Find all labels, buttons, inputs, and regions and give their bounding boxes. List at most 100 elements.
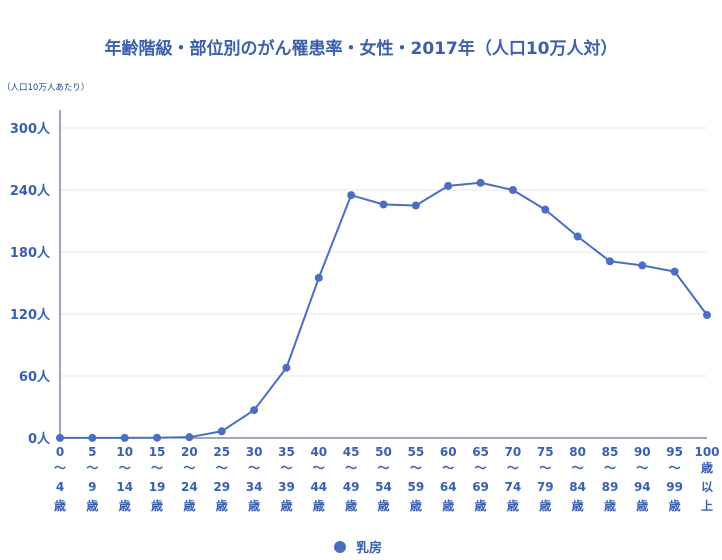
x-tick-label-line: 49 <box>343 480 360 494</box>
x-tick-label-line: 10 <box>116 445 133 459</box>
x-tick-label-line: 歳 <box>216 498 228 513</box>
x-tick-label-line: 歳 <box>151 498 163 513</box>
x-tick-label-line: 歳 <box>248 498 260 513</box>
data-point[interactable] <box>703 311 711 320</box>
x-tick-label-line: 以 <box>701 480 713 494</box>
x-tick-label-line: 50 <box>375 445 392 459</box>
x-tick-label-line: 54 <box>375 480 392 494</box>
x-tick-label-line: 〜 <box>604 461 616 475</box>
x-tick-label-line: 89 <box>602 480 619 494</box>
x-tick-label-line: 〜 <box>410 461 422 475</box>
data-point[interactable] <box>444 181 453 190</box>
data-point[interactable] <box>153 433 162 442</box>
x-tick-label-line: 歳 <box>539 498 551 513</box>
x-tick-label-line: 64 <box>440 480 457 494</box>
x-tick-label-line: 〜 <box>539 461 551 475</box>
x-tick-label-line: 〜 <box>183 461 195 475</box>
x-tick-label-line: 5 <box>88 445 96 459</box>
x-tick-label: 65 〜 69 歳 <box>472 445 489 513</box>
x-tick-label: 40 〜 44 歳 <box>310 445 327 513</box>
x-tick-label-line: 歳 <box>313 498 325 513</box>
x-tick-label-line: 30 <box>246 445 263 459</box>
x-tick-label-line: 〜 <box>507 461 519 475</box>
data-point[interactable] <box>282 363 291 372</box>
x-tick-label-line: 29 <box>213 480 230 494</box>
data-point[interactable] <box>605 257 614 266</box>
x-tick-label-line: 39 <box>278 480 295 494</box>
legend-marker <box>334 541 346 553</box>
x-tick-label-line: 歳 <box>507 498 519 513</box>
data-point[interactable] <box>88 433 97 442</box>
x-tick-label-line: 4 <box>56 480 64 494</box>
x-tick-label: 55 〜 59 歳 <box>407 445 424 513</box>
x-tick-label-line: 60 <box>440 445 457 459</box>
x-tick-label: 90 〜 94 歳 <box>634 445 651 513</box>
data-point[interactable] <box>250 406 259 415</box>
x-tick-label-line: 歳 <box>701 460 713 475</box>
x-tick-label-line: 40 <box>310 445 327 459</box>
x-tick-label-line: 80 <box>569 445 586 459</box>
x-tick-label-line: 24 <box>181 480 198 494</box>
x-tick-label-line: 25 <box>213 445 230 459</box>
chart-title: 年齢階級・部位別のがん罹患率・女性・2017年（人口10万人対） <box>105 38 618 59</box>
x-tick-label: 10 〜 14 歳 <box>116 445 133 513</box>
x-tick-label-line: 歳 <box>669 498 681 513</box>
data-point[interactable] <box>541 205 550 214</box>
x-tick-label-line: 45 <box>343 445 360 459</box>
x-tick-label: 35 〜 39 歳 <box>278 445 295 513</box>
data-point[interactable] <box>120 433 129 442</box>
x-tick-label-line: 〜 <box>572 461 584 475</box>
data-point[interactable] <box>573 232 582 241</box>
x-tick-label-line: 〜 <box>475 461 487 475</box>
data-point[interactable] <box>56 433 64 442</box>
y-tick-label: 60人 <box>19 369 51 385</box>
x-tick-label-line: 〜 <box>119 461 131 475</box>
axes <box>59 110 707 439</box>
x-tick-label-line: 85 <box>602 445 619 459</box>
x-tick-label-line: 59 <box>407 480 424 494</box>
x-tick-label: 45 〜 49 歳 <box>343 445 360 513</box>
x-tick-label-line: 19 <box>149 480 166 494</box>
x-tick-label: 15 〜 19 歳 <box>149 445 166 513</box>
x-tick-label-line: 〜 <box>248 461 260 475</box>
data-point[interactable] <box>638 261 647 270</box>
x-tick-label-line: 〜 <box>280 461 292 475</box>
legend[interactable]: 乳房 <box>334 540 382 556</box>
x-tick-label-line: 歳 <box>377 498 389 513</box>
series-line <box>60 181 708 439</box>
y-tick-label: 0人 <box>28 431 51 447</box>
x-tick-label-line: 9 <box>88 480 96 494</box>
x-tick-label-line: 70 <box>505 445 522 459</box>
data-point[interactable] <box>476 178 485 187</box>
data-point[interactable] <box>508 186 517 194</box>
x-tick-label-line: 90 <box>634 445 651 459</box>
data-point[interactable] <box>379 200 388 209</box>
data-point[interactable] <box>314 273 323 282</box>
x-tick-label-line: 〜 <box>636 461 648 475</box>
x-tick-label: 50 〜 54 歳 <box>375 445 392 513</box>
data-point[interactable] <box>670 267 679 276</box>
x-tick-label-line: 20 <box>181 445 198 459</box>
x-tick-label: 85 〜 89 歳 <box>602 445 619 513</box>
x-tick-label: 95 〜 99 歳 <box>666 445 683 513</box>
x-tick-label-line: 14 <box>116 480 133 494</box>
x-tick-label-line: 〜 <box>313 461 325 475</box>
data-point[interactable] <box>347 191 356 200</box>
legend-label: 乳房 <box>356 540 382 556</box>
x-tick-label-line: 69 <box>472 480 489 494</box>
x-tick-label: 25 〜 29 歳 <box>213 445 230 513</box>
x-tick-label-line: 〜 <box>54 461 66 475</box>
data-point[interactable] <box>185 433 194 442</box>
x-tick-label: 5 〜 9 歳 <box>86 445 98 513</box>
data-point[interactable] <box>411 201 420 210</box>
x-tick-label-line: 〜 <box>345 461 357 475</box>
x-tick-label-line: 〜 <box>669 461 681 475</box>
data-point[interactable] <box>217 427 226 436</box>
x-tick-label-line: 歳 <box>54 498 66 513</box>
x-tick-label-line: 44 <box>310 480 327 494</box>
x-tick-label-line: 75 <box>537 445 554 459</box>
x-tick-label-line: 上 <box>701 498 713 513</box>
x-tick-label-line: 〜 <box>86 461 98 475</box>
x-tick-label-line: 99 <box>666 480 683 494</box>
x-tick-label-line: 〜 <box>216 461 228 475</box>
